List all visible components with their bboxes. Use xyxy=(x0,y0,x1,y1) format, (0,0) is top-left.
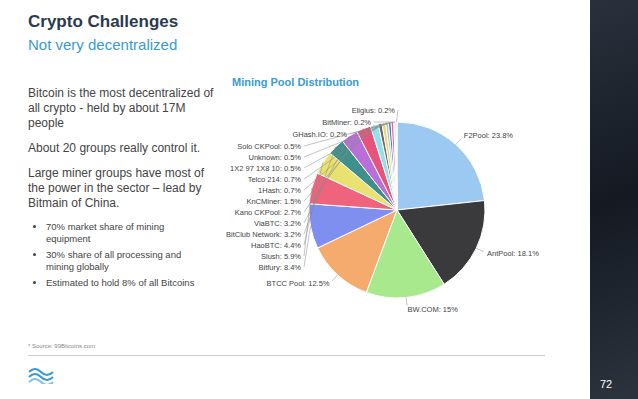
svg-text:Bitfury: 8.4%: Bitfury: 8.4% xyxy=(258,263,301,272)
html-text:70% market share of mining equ: 70% market share of mining equipment xyxy=(46,221,165,244)
svg-text:HaoBTC: 4.4%: HaoBTC: 4.4% xyxy=(251,241,301,250)
svg-text:GHash.IO: 0.2%: GHash.IO: 0.2% xyxy=(292,130,347,139)
svg-text:BitMiner: 0.2%: BitMiner: 0.2% xyxy=(322,118,371,127)
html-text:Not very decentralized: Not very decentralized xyxy=(28,36,178,53)
svg-text:1X2 97 1X8 10: 0.5%: 1X2 97 1X8 10: 0.5% xyxy=(230,164,301,173)
html-text:30% share of all processing an: 30% share of all processing and mining g… xyxy=(46,249,182,272)
svg-text:Slush: 5.9%: Slush: 5.9% xyxy=(261,252,301,261)
html-text:Bitcoin is the most decentrali: Bitcoin is the most decentralized of all… xyxy=(28,86,214,130)
html-text:Mining Pool Distribution: Mining Pool Distribution xyxy=(232,76,360,88)
html-text:Large miner groups have most o: Large miner groups have most of the powe… xyxy=(28,166,205,210)
html-text:72: 72 xyxy=(600,378,613,390)
svg-text:Telco 214: 0.7%: Telco 214: 0.7% xyxy=(248,175,302,184)
svg-text:ViaBTC: 3.2%: ViaBTC: 3.2% xyxy=(254,219,301,228)
svg-text:F2Pool: 23.8%: F2Pool: 23.8% xyxy=(464,131,514,140)
svg-text:Unknown: 0.5%: Unknown: 0.5% xyxy=(248,153,301,162)
html-text:About 20 groups really control: About 20 groups really control it. xyxy=(28,141,201,155)
html-text:Crypto Challenges: Crypto Challenges xyxy=(28,12,179,31)
html-text:* Source: 99Bitcoins.com: * Source: 99Bitcoins.com xyxy=(28,343,95,349)
svg-text:1Hash: 0.7%: 1Hash: 0.7% xyxy=(258,186,301,195)
svg-text:Kano CKPool: 2.7%: Kano CKPool: 2.7% xyxy=(235,208,302,217)
svg-text:Solo CKPool: 0.5%: Solo CKPool: 0.5% xyxy=(237,142,301,151)
svg-text:Eligius: 0.2%: Eligius: 0.2% xyxy=(352,106,396,115)
svg-text:BitClub Network: 3.2%: BitClub Network: 3.2% xyxy=(226,230,301,239)
svg-text:BTCC Pool: 12.5%: BTCC Pool: 12.5% xyxy=(267,279,330,288)
svg-text:KnCMiner: 1.5%: KnCMiner: 1.5% xyxy=(246,197,301,206)
html-text:Estimated to hold 8% of all Bi: Estimated to hold 8% of all Bitcoins xyxy=(46,277,195,288)
svg-text:AntPool: 18.1%: AntPool: 18.1% xyxy=(487,249,539,258)
svg-text:BW.COM: 15%: BW.COM: 15% xyxy=(407,305,458,314)
